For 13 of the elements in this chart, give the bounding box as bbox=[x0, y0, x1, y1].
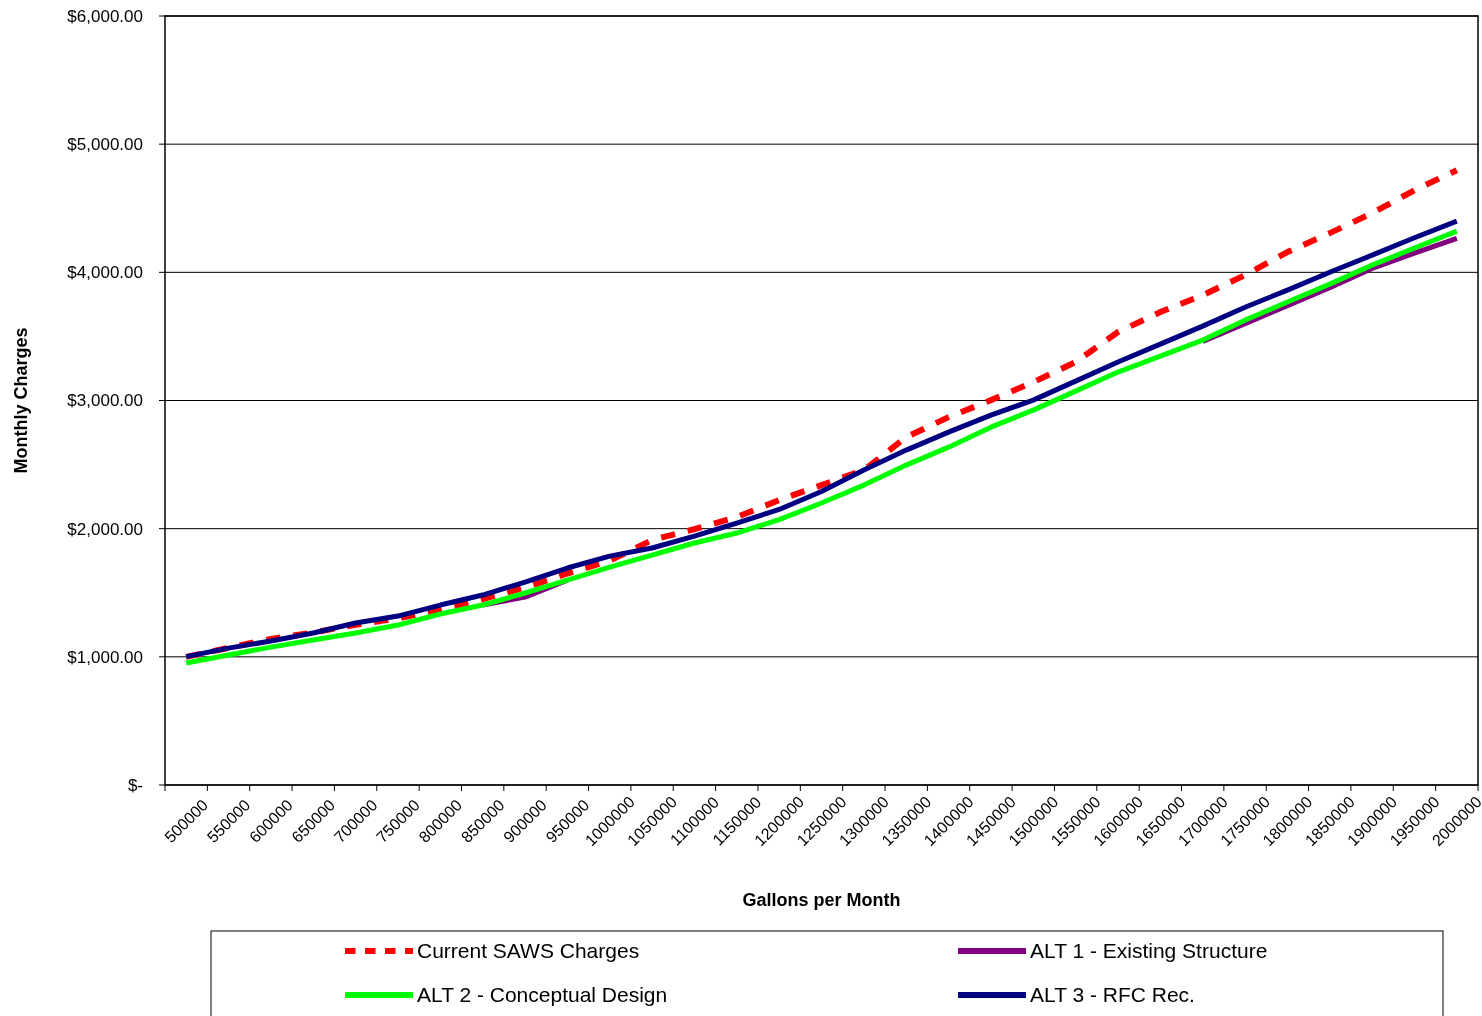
y-tick-label: $3,000.00 bbox=[67, 391, 143, 411]
y-tick-label: $1,000.00 bbox=[67, 647, 143, 667]
y-axis-title: Monthly Charges bbox=[11, 327, 31, 474]
legend-label: ALT 1 - Existing Structure bbox=[1030, 939, 1268, 963]
y-tick-label: $5,000.00 bbox=[67, 135, 143, 155]
x-axis-title: Gallons per Month bbox=[742, 890, 901, 910]
legend-label: ALT 3 - RFC Rec. bbox=[1030, 983, 1195, 1007]
y-tick-label: $6,000.00 bbox=[67, 6, 143, 26]
y-tick-label: $2,000.00 bbox=[67, 519, 143, 539]
legend-label: Current SAWS Charges bbox=[417, 939, 640, 963]
y-tick-label: $- bbox=[127, 775, 143, 795]
legend-label: ALT 2 - Conceptual Design bbox=[417, 983, 668, 1007]
y-tick-label: $4,000.00 bbox=[67, 263, 143, 283]
